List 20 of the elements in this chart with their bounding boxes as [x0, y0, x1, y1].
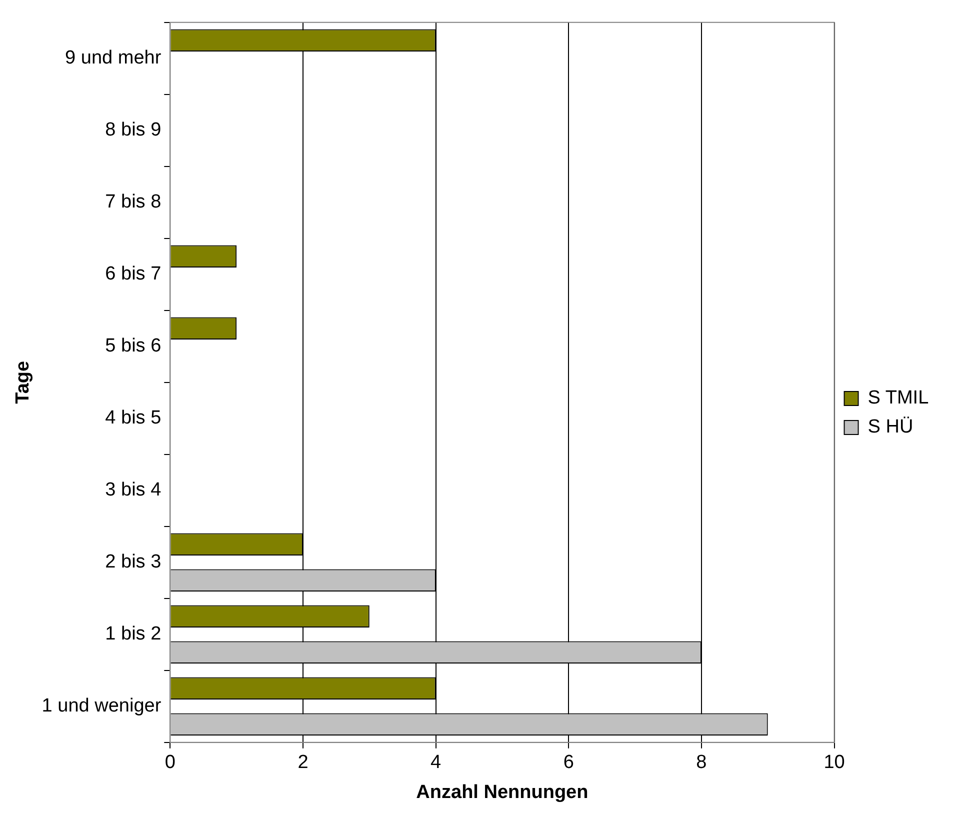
- y-tick-label: 5 bis 6: [105, 336, 162, 357]
- y-axis-title: Tage: [12, 360, 34, 404]
- y-tick-label: 9 und mehr: [65, 48, 162, 69]
- x-tick-label: 2: [298, 752, 308, 774]
- x-tick-label: 10: [824, 752, 845, 774]
- x-axis-title: Anzahl Nennungen: [416, 782, 588, 803]
- y-tick-label: 3 bis 4: [105, 480, 162, 501]
- x-tick-label: 8: [696, 752, 707, 774]
- y-tick-label: 4 bis 5: [105, 408, 162, 429]
- y-tick-label: 1 und weniger: [42, 696, 162, 717]
- legend-label: S HÜ: [868, 416, 914, 438]
- y-tick-label: 1 bis 2: [105, 624, 162, 645]
- y-tick-label: 6 bis 7: [105, 264, 162, 285]
- x-tick-label: 0: [164, 752, 176, 774]
- y-tick-label: 7 bis 8: [105, 192, 162, 213]
- y-tick-label: 2 bis 3: [105, 552, 162, 573]
- y-tick-label: 8 bis 9: [105, 120, 162, 141]
- legend-label: S TMIL: [868, 388, 929, 409]
- x-tick-label: 6: [563, 752, 574, 774]
- x-tick-label: 4: [430, 752, 442, 774]
